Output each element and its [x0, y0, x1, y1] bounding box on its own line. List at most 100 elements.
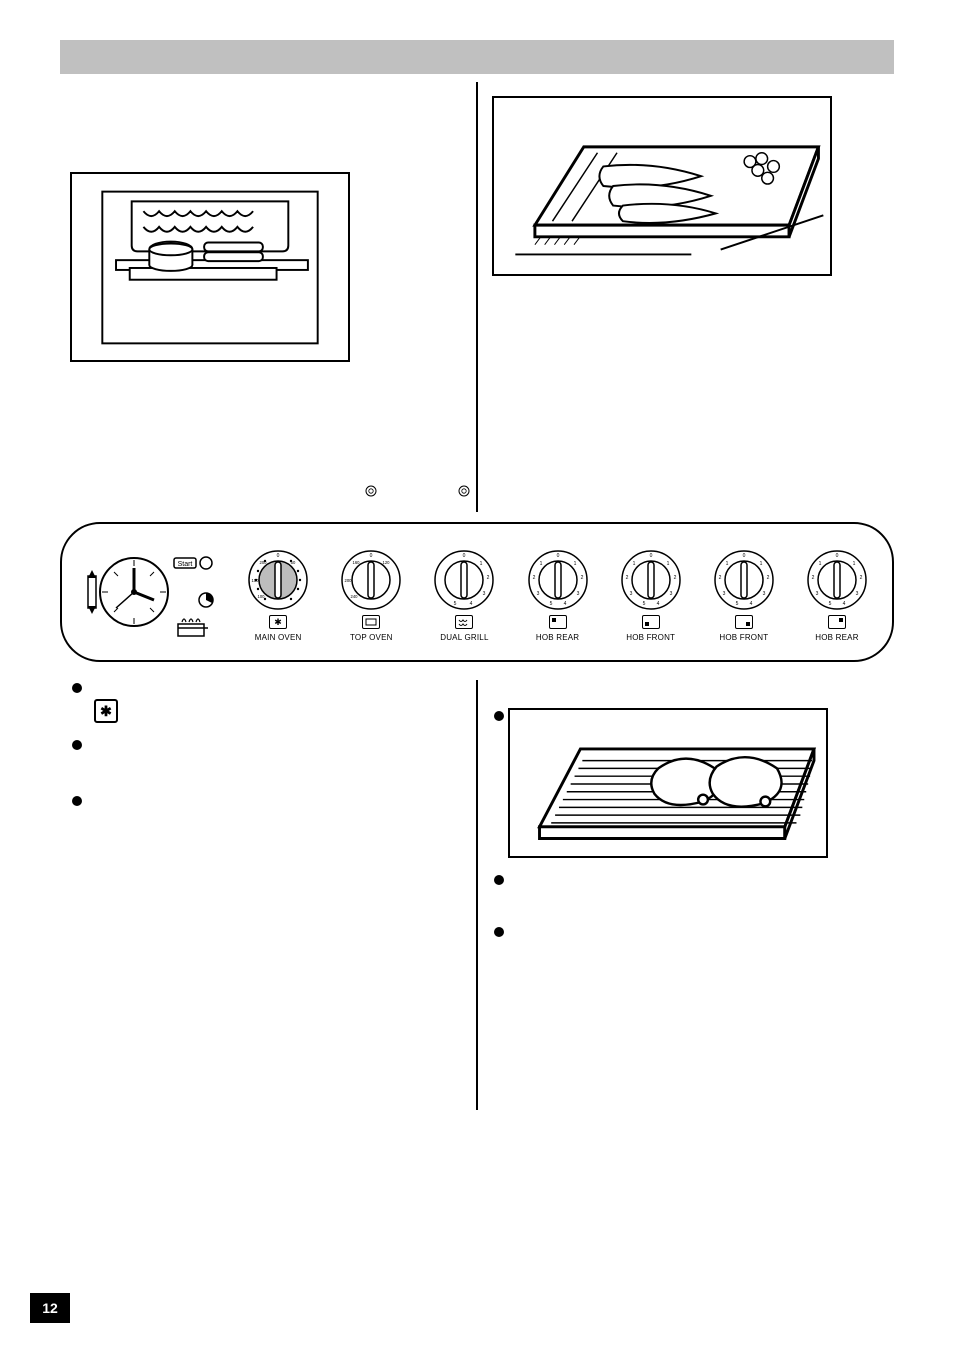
svg-text:3: 3: [483, 591, 486, 597]
page-number-text: 12: [42, 1300, 58, 1316]
control-panel: Start 0: [60, 522, 894, 662]
fan-oven-icon: ✱: [94, 699, 118, 723]
svg-text:1: 1: [573, 561, 576, 567]
svg-text:5: 5: [829, 601, 832, 607]
hob-zone-icon: [642, 615, 660, 629]
list-item: [70, 737, 462, 779]
knob-main-oven[interactable]: 0 100 150 200 50 ✱ MAIN OVEN: [247, 549, 309, 642]
knob-dial-icon: 0 1 2 3 4 5 3 2 1: [620, 549, 682, 611]
knob-dial-icon: 0 1 2 3 4 5 3 2 1: [713, 549, 775, 611]
svg-text:2: 2: [625, 575, 628, 581]
svg-text:5: 5: [454, 601, 457, 607]
svg-text:3: 3: [722, 591, 725, 597]
list-item: ✱: [70, 680, 462, 723]
svg-text:1: 1: [666, 561, 669, 567]
svg-text:4: 4: [843, 601, 846, 607]
knob-hob-front-right[interactable]: 0 1 2 3 4 5 3 2 1 HOB FRONT: [713, 549, 775, 642]
grill-pan-fish-illustration: [492, 96, 832, 276]
list-item: [492, 708, 884, 858]
knob-label: HOB FRONT: [626, 633, 675, 642]
svg-text:240: 240: [351, 594, 359, 599]
bottom-right-col: [482, 680, 894, 1110]
svg-text:3: 3: [629, 591, 632, 597]
bottom-right-bullets: [492, 708, 884, 962]
list-item: [492, 924, 884, 962]
knob-top-oven[interactable]: 0 240200160 120 TOP OVEN: [340, 545, 402, 642]
svg-text:4: 4: [656, 601, 659, 607]
svg-text:5: 5: [735, 601, 738, 607]
svg-text:2: 2: [532, 575, 535, 581]
oven-cavity-illustration: [70, 172, 350, 362]
svg-text:150: 150: [252, 578, 260, 583]
page-title-bar: [60, 40, 894, 74]
svg-text:4: 4: [563, 601, 566, 607]
knob-dial-icon: 0 123 453 21: [806, 549, 868, 611]
svg-text:2: 2: [766, 575, 769, 581]
svg-text:2: 2: [812, 575, 815, 581]
svg-text:2: 2: [860, 575, 863, 581]
knob-label: DUAL GRILL: [440, 633, 488, 642]
top-left-col: [60, 82, 472, 512]
svg-text:1: 1: [539, 561, 542, 567]
svg-text:0: 0: [836, 553, 839, 559]
knob-label: HOB FRONT: [719, 633, 768, 642]
svg-text:5: 5: [642, 601, 645, 607]
svg-text:0: 0: [556, 553, 559, 559]
svg-text:0: 0: [277, 553, 280, 559]
knob-hob-front-left[interactable]: 0 1 2 3 4 5 3 2 1 HOB FRONT: [620, 549, 682, 642]
page-number: 12: [30, 1293, 70, 1323]
dual-grill-type-icon: [455, 615, 473, 629]
svg-text:✱: ✱: [274, 617, 282, 627]
svg-text:4: 4: [749, 601, 752, 607]
svg-text:2: 2: [718, 575, 721, 581]
knob-hob-rear-left[interactable]: 0 123 453 21 HOB REAR: [527, 549, 589, 642]
knob-dual-grill[interactable]: 0 123 45 DUAL GRILL: [433, 545, 495, 642]
top-oven-type-icon: [362, 615, 380, 629]
knob-dial-icon: 0 240200160 120: [340, 549, 402, 611]
hob-zone-icon: [549, 615, 567, 629]
svg-text:0: 0: [649, 553, 652, 559]
svg-text:1: 1: [725, 561, 728, 567]
grill-tray-meat-illustration: [508, 708, 828, 858]
list-item: [70, 793, 462, 835]
top-divider: [476, 82, 478, 512]
svg-text:50: 50: [291, 560, 296, 565]
svg-text:3: 3: [856, 591, 859, 597]
knob-label: MAIN OVEN: [255, 633, 302, 642]
svg-text:3: 3: [536, 591, 539, 597]
list-item: [492, 872, 884, 910]
svg-text:2: 2: [580, 575, 583, 581]
knob-dial-icon: 0 100 150 200 50: [247, 549, 309, 611]
svg-text:3: 3: [669, 591, 672, 597]
svg-text:3: 3: [816, 591, 819, 597]
indicator-lamp-icon: [458, 485, 470, 497]
svg-text:1: 1: [632, 561, 635, 567]
top-two-column: [60, 82, 894, 512]
svg-text:200: 200: [260, 560, 268, 565]
svg-text:100: 100: [258, 594, 266, 599]
svg-text:0: 0: [742, 553, 745, 559]
bottom-divider: [476, 680, 478, 1110]
svg-text:1: 1: [853, 561, 856, 567]
svg-text:2: 2: [673, 575, 676, 581]
bottom-two-column: ✱: [60, 680, 894, 1110]
hob-zone-icon: [828, 615, 846, 629]
knob-label: HOB REAR: [815, 633, 858, 642]
svg-text:160: 160: [353, 560, 361, 565]
svg-text:0: 0: [463, 553, 466, 559]
knob-hob-rear-right[interactable]: 0 123 453 21 HOB REAR: [806, 549, 868, 642]
svg-text:2: 2: [487, 575, 490, 581]
hob-zone-icon: [735, 615, 753, 629]
svg-text:120: 120: [383, 560, 391, 565]
svg-text:3: 3: [762, 591, 765, 597]
bottom-left-col: ✱: [60, 680, 472, 1110]
bottom-left-bullets: ✱: [70, 680, 462, 835]
clock-module: Start: [86, 542, 216, 642]
knob-dial-icon: 0 123 45: [433, 549, 495, 611]
svg-text:1: 1: [480, 561, 483, 567]
svg-text:0: 0: [370, 553, 373, 559]
indicator-lamp-icon: [365, 485, 377, 497]
main-oven-type-icon: ✱: [269, 615, 287, 629]
svg-text:1: 1: [759, 561, 762, 567]
svg-text:3: 3: [576, 591, 579, 597]
